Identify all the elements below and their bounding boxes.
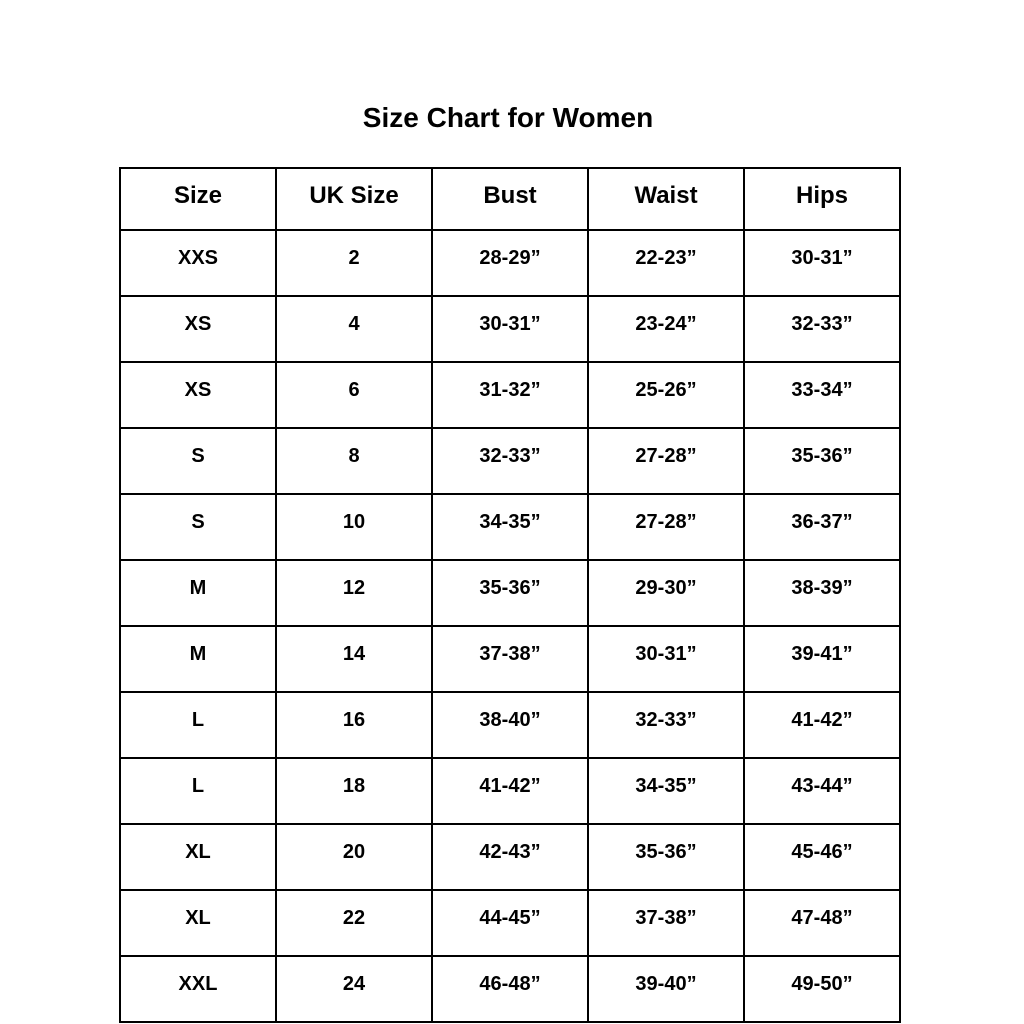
cell-size: S bbox=[119, 493, 277, 561]
table-row: XS 4 30-31” 23-24” 32-33” bbox=[119, 295, 901, 363]
cell-bust: 34-35” bbox=[431, 493, 589, 561]
page-title: Size Chart for Women bbox=[362, 102, 654, 133]
table-row: L 16 38-40” 32-33” 41-42” bbox=[119, 691, 901, 759]
cell-size: XXS bbox=[119, 229, 277, 297]
column-header-size: Size bbox=[119, 167, 277, 231]
cell-waist: 39-40” bbox=[587, 955, 745, 1023]
cell-hips: 47-48” bbox=[743, 889, 901, 957]
cell-waist: 22-23” bbox=[587, 229, 745, 297]
cell-size: XL bbox=[119, 823, 277, 891]
column-header-bust: Bust bbox=[431, 167, 589, 231]
table-row: S 10 34-35” 27-28” 36-37” bbox=[119, 493, 901, 561]
cell-size: XL bbox=[119, 889, 277, 957]
cell-hips: 32-33” bbox=[743, 295, 901, 363]
cell-hips: 33-34” bbox=[743, 361, 901, 429]
column-header-waist: Waist bbox=[587, 167, 745, 231]
cell-hips: 49-50” bbox=[743, 955, 901, 1023]
cell-uk-size: 4 bbox=[275, 295, 433, 363]
cell-uk-size: 2 bbox=[275, 229, 433, 297]
table-row: XXL 24 46-48” 39-40” 49-50” bbox=[119, 955, 901, 1023]
cell-waist: 32-33” bbox=[587, 691, 745, 759]
cell-bust: 41-42” bbox=[431, 757, 589, 825]
cell-bust: 28-29” bbox=[431, 229, 589, 297]
cell-size: XXL bbox=[119, 955, 277, 1023]
table-row: XXS 2 28-29” 22-23” 30-31” bbox=[119, 229, 901, 297]
cell-bust: 30-31” bbox=[431, 295, 589, 363]
cell-waist: 27-28” bbox=[587, 427, 745, 495]
cell-uk-size: 20 bbox=[275, 823, 433, 891]
cell-waist: 23-24” bbox=[587, 295, 745, 363]
cell-uk-size: 22 bbox=[275, 889, 433, 957]
table-row: L 18 41-42” 34-35” 43-44” bbox=[119, 757, 901, 825]
cell-waist: 25-26” bbox=[587, 361, 745, 429]
cell-bust: 46-48” bbox=[431, 955, 589, 1023]
cell-hips: 41-42” bbox=[743, 691, 901, 759]
cell-waist: 30-31” bbox=[587, 625, 745, 693]
column-header-uk-size: UK Size bbox=[275, 167, 433, 231]
cell-waist: 37-38” bbox=[587, 889, 745, 957]
cell-bust: 31-32” bbox=[431, 361, 589, 429]
cell-bust: 35-36” bbox=[431, 559, 589, 627]
column-header-hips: Hips bbox=[743, 167, 901, 231]
cell-uk-size: 10 bbox=[275, 493, 433, 561]
cell-size: S bbox=[119, 427, 277, 495]
cell-hips: 38-39” bbox=[743, 559, 901, 627]
cell-bust: 42-43” bbox=[431, 823, 589, 891]
cell-hips: 30-31” bbox=[743, 229, 901, 297]
table-row: XL 22 44-45” 37-38” 47-48” bbox=[119, 889, 901, 957]
table-row: XS 6 31-32” 25-26” 33-34” bbox=[119, 361, 901, 429]
size-chart-table: Size UK Size Bust Waist Hips XXS 2 28-29” 22-23… bbox=[119, 167, 901, 1023]
cell-size: XS bbox=[119, 361, 277, 429]
cell-uk-size: 18 bbox=[275, 757, 433, 825]
cell-uk-size: 12 bbox=[275, 559, 433, 627]
cell-waist: 29-30” bbox=[587, 559, 745, 627]
table-row: M 12 35-36” 29-30” 38-39” bbox=[119, 559, 901, 627]
cell-hips: 35-36” bbox=[743, 427, 901, 495]
cell-waist: 34-35” bbox=[587, 757, 745, 825]
table-body: XXS 2 28-29” 22-23” 30-31” XS 4 30-31” 23-24” 32-… bbox=[119, 229, 901, 1023]
cell-waist: 35-36” bbox=[587, 823, 745, 891]
table-header: Size UK Size Bust Waist Hips bbox=[119, 167, 901, 231]
cell-bust: 44-45” bbox=[431, 889, 589, 957]
cell-uk-size: 14 bbox=[275, 625, 433, 693]
cell-size: L bbox=[119, 757, 277, 825]
header-row: Size UK Size Bust Waist Hips bbox=[119, 167, 901, 231]
cell-waist: 27-28” bbox=[587, 493, 745, 561]
table-row: S 8 32-33” 27-28” 35-36” bbox=[119, 427, 901, 495]
cell-hips: 45-46” bbox=[743, 823, 901, 891]
cell-uk-size: 16 bbox=[275, 691, 433, 759]
cell-uk-size: 6 bbox=[275, 361, 433, 429]
cell-size: M bbox=[119, 625, 277, 693]
cell-hips: 43-44” bbox=[743, 757, 901, 825]
cell-bust: 32-33” bbox=[431, 427, 589, 495]
cell-uk-size: 8 bbox=[275, 427, 433, 495]
cell-hips: 39-41” bbox=[743, 625, 901, 693]
cell-bust: 38-40” bbox=[431, 691, 589, 759]
cell-uk-size: 24 bbox=[275, 955, 433, 1023]
cell-bust: 37-38” bbox=[431, 625, 589, 693]
table-row: M 14 37-38” 30-31” 39-41” bbox=[119, 625, 901, 693]
table-row: XL 20 42-43” 35-36” 45-46” bbox=[119, 823, 901, 891]
cell-size: M bbox=[119, 559, 277, 627]
cell-size: XS bbox=[119, 295, 277, 363]
cell-hips: 36-37” bbox=[743, 493, 901, 561]
cell-size: L bbox=[119, 691, 277, 759]
